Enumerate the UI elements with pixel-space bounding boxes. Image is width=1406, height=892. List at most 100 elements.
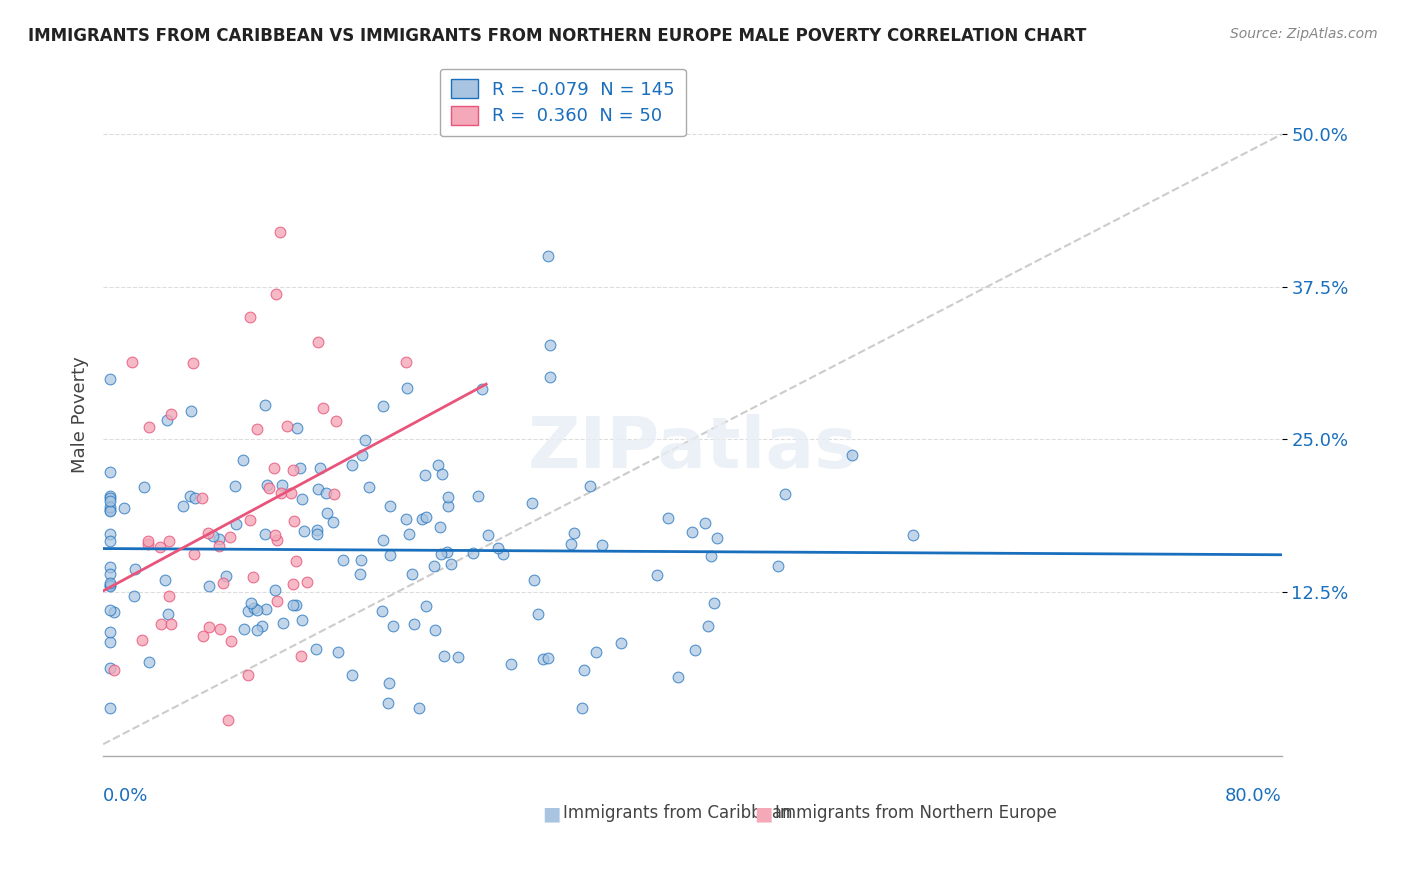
- Point: [103, 606, 125, 620]
- Point: [208, 532, 231, 546]
- Point: [681, 524, 703, 539]
- Point: [198, 579, 221, 593]
- Point: [100, 489, 122, 503]
- Point: [100, 567, 122, 582]
- Point: [233, 622, 256, 636]
- Point: [537, 651, 560, 665]
- Point: [100, 500, 122, 514]
- Point: [215, 569, 238, 583]
- Point: [197, 526, 219, 541]
- Point: [585, 645, 607, 659]
- Point: [437, 499, 460, 513]
- Point: [239, 310, 262, 325]
- Text: 0.0%: 0.0%: [103, 787, 149, 805]
- Legend: R = -0.079  N = 145, R =  0.360  N = 50: R = -0.079 N = 145, R = 0.360 N = 50: [440, 69, 686, 136]
- Point: [100, 494, 122, 508]
- Point: [264, 287, 287, 301]
- Point: [281, 462, 304, 476]
- Point: [254, 398, 277, 412]
- Point: [266, 533, 288, 547]
- Point: [281, 598, 304, 612]
- Point: [100, 625, 122, 640]
- Point: [467, 490, 489, 504]
- Point: [236, 604, 259, 618]
- Point: [100, 504, 122, 518]
- Point: [217, 713, 239, 727]
- Text: ZIPatlas: ZIPatlas: [527, 415, 858, 483]
- Point: [100, 527, 122, 541]
- Point: [242, 570, 264, 584]
- Point: [100, 372, 122, 386]
- Point: [395, 355, 418, 369]
- Point: [100, 465, 122, 479]
- Point: [181, 356, 204, 370]
- Point: [202, 529, 225, 543]
- Point: [395, 512, 418, 526]
- Point: [501, 657, 523, 671]
- Point: [693, 516, 716, 531]
- Point: [645, 568, 668, 582]
- Point: [172, 499, 194, 513]
- Point: [373, 533, 395, 547]
- Point: [136, 533, 159, 548]
- Point: [150, 616, 173, 631]
- Point: [657, 511, 679, 525]
- Point: [572, 663, 595, 677]
- Point: [477, 528, 499, 542]
- Point: [591, 538, 613, 552]
- Point: [461, 545, 484, 559]
- Point: [218, 530, 240, 544]
- Point: [295, 575, 318, 590]
- Point: [312, 401, 335, 415]
- Point: [571, 700, 593, 714]
- Point: [436, 545, 458, 559]
- Point: [411, 512, 433, 526]
- Point: [221, 634, 243, 648]
- Point: [429, 519, 451, 533]
- Point: [246, 603, 269, 617]
- Text: 80.0%: 80.0%: [1225, 787, 1282, 805]
- Point: [433, 648, 456, 663]
- Point: [281, 577, 304, 591]
- Point: [100, 700, 122, 714]
- Point: [415, 599, 437, 613]
- Point: [198, 620, 221, 634]
- Point: [270, 478, 292, 492]
- Point: [352, 448, 374, 462]
- Point: [160, 617, 183, 632]
- Point: [326, 645, 349, 659]
- Point: [305, 523, 328, 537]
- Point: [308, 460, 330, 475]
- Point: [121, 355, 143, 369]
- Point: [537, 249, 560, 263]
- Point: [122, 589, 145, 603]
- Point: [325, 414, 347, 428]
- Point: [271, 615, 294, 630]
- Point: [370, 604, 392, 618]
- Point: [100, 502, 122, 516]
- Text: Source: ZipAtlas.com: Source: ZipAtlas.com: [1230, 27, 1378, 41]
- Point: [131, 632, 153, 647]
- Text: ■: ■: [754, 805, 772, 823]
- Point: [377, 676, 399, 690]
- Point: [264, 528, 287, 542]
- Point: [305, 641, 328, 656]
- Point: [316, 506, 339, 520]
- Point: [136, 537, 159, 551]
- Point: [408, 700, 430, 714]
- Point: [562, 525, 585, 540]
- Point: [381, 619, 404, 633]
- Point: [242, 601, 264, 615]
- Point: [239, 513, 262, 527]
- Point: [527, 607, 550, 621]
- Point: [373, 399, 395, 413]
- Point: [395, 381, 418, 395]
- Point: [284, 599, 307, 613]
- Point: [404, 617, 426, 632]
- Point: [280, 486, 302, 500]
- Point: [531, 651, 554, 665]
- Point: [332, 553, 354, 567]
- Point: [471, 382, 494, 396]
- Point: [256, 477, 278, 491]
- Point: [440, 557, 463, 571]
